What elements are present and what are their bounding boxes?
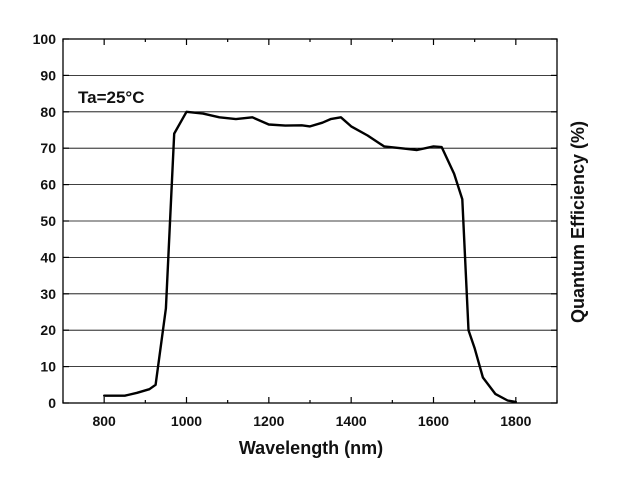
y-tick-label: 20	[40, 322, 56, 338]
x-tick-label: 1000	[171, 413, 202, 429]
grid-lines	[63, 75, 557, 368]
y-tick-label: 30	[40, 286, 56, 302]
x-tick-label: 1200	[253, 413, 284, 429]
y-tick-label: 80	[40, 104, 56, 120]
y-tick-label: 100	[33, 31, 57, 47]
series-layer	[102, 110, 517, 404]
x-axis-title: Wavelength (nm)	[239, 438, 383, 458]
x-tick-label: 800	[92, 413, 116, 429]
y-tick-label: 10	[40, 359, 56, 375]
y-tick-label: 90	[40, 67, 56, 83]
y-tick-label: 40	[40, 249, 56, 265]
temperature-annotation: Ta=25°C	[78, 88, 145, 107]
y-axis-ticks: 0 10 20 30 40 50 60 70 80 90 100	[33, 31, 557, 411]
plot-area-frame	[62, 38, 558, 404]
x-axis-ticks: 800 1000 1200 1400 1600 1800	[62, 39, 558, 429]
x-tick-label: 1400	[336, 413, 367, 429]
y-tick-label: 0	[48, 395, 56, 411]
x-tick-label: 1800	[500, 413, 531, 429]
y-tick-label: 60	[40, 177, 56, 193]
series-line	[102, 110, 517, 404]
y-tick-label: 50	[40, 213, 56, 229]
x-tick-label: 1600	[418, 413, 449, 429]
y-tick-label: 70	[40, 140, 56, 156]
y-axis-title: Quantum Efficiency (%)	[568, 121, 588, 323]
